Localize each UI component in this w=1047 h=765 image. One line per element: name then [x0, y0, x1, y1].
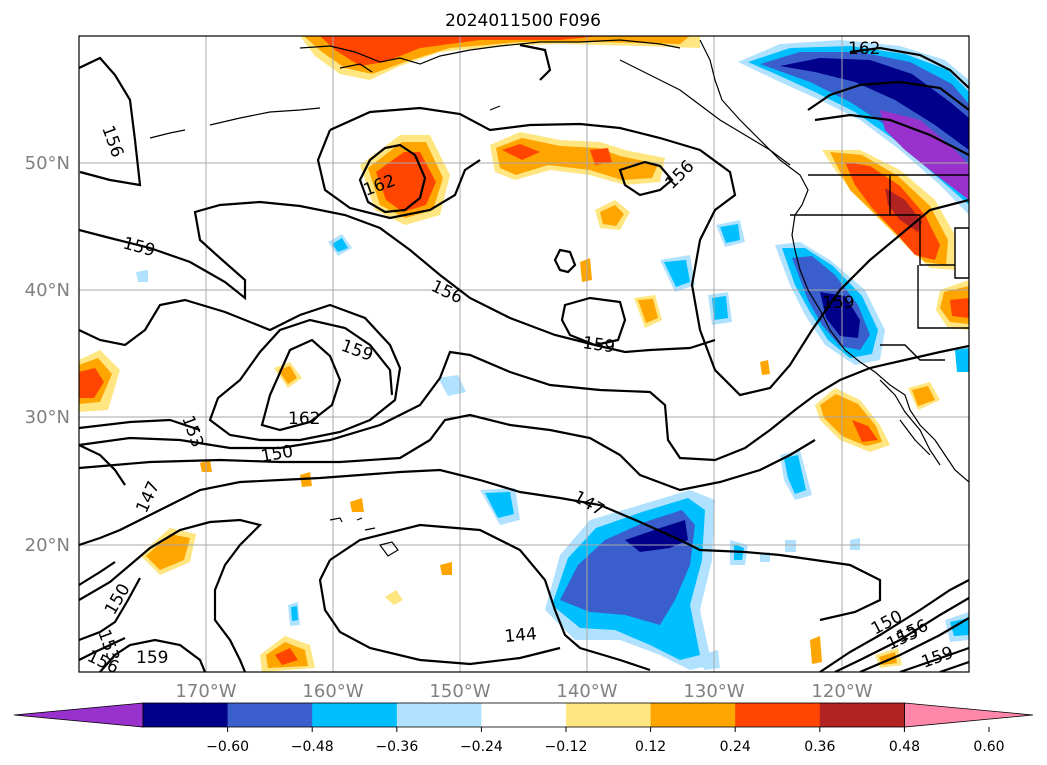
contour-label-159-southwest: 159 — [136, 648, 168, 668]
lat-label-20n: 20°N — [25, 535, 70, 556]
colorbar-tick-label: 0.36 — [804, 739, 835, 755]
colorbar-cell — [143, 703, 229, 727]
lon-label-150w: 150°W — [429, 681, 490, 702]
lon-label-120w: 120°W — [811, 681, 872, 702]
lon-label-140w: 140°W — [556, 681, 617, 702]
colorbar-tick-label: 0.48 — [889, 739, 920, 755]
map-title: 2024011500 F096 — [445, 11, 601, 31]
lat-label-50n: 50°N — [25, 153, 70, 174]
colorbar-cell — [481, 703, 567, 727]
colorbar-tick-label: −0.60 — [206, 739, 249, 755]
height-contours — [79, 43, 969, 672]
colorbar-cell — [566, 703, 652, 727]
colorbar-tick-label: −0.24 — [460, 739, 503, 755]
anomaly-pnw-positive — [822, 150, 955, 270]
colorbar-tick-label: −0.36 — [375, 739, 418, 755]
colorbar-tick-label: −0.48 — [291, 739, 334, 755]
anomaly-alaska-positive — [300, 36, 700, 80]
latitude-labels: 20°N 30°N 40°N 50°N — [25, 153, 70, 556]
colorbar-frame — [142, 702, 905, 728]
colorbar: −0.60 −0.48 −0.36 −0.24 −0.12 0.12 0.24 0.36 0.4… — [13, 702, 1034, 755]
colorbar-extend-low — [13, 702, 144, 728]
colorbar-cell — [735, 703, 821, 727]
colorbar-tick-label: 0.60 — [973, 739, 1004, 755]
contour-label-159-coast: 159 — [822, 293, 854, 313]
colorbar-cell — [227, 703, 313, 727]
contour-label-159-central: 159 — [581, 333, 616, 357]
colorbar-tick-label: 0.12 — [635, 739, 666, 755]
colorbar-tick-label: −0.12 — [545, 739, 588, 755]
contour-label-144: 144 — [504, 624, 538, 647]
contour-label-162-south: 162 — [288, 409, 320, 429]
lat-label-40n: 40°N — [25, 280, 70, 301]
coastlines — [149, 39, 969, 557]
colorbar-cell — [819, 703, 905, 727]
colorbar-extend-high — [904, 702, 1034, 728]
lon-label-170w: 170°W — [175, 681, 236, 702]
colorbar-cell — [312, 703, 398, 727]
colorbar-cell — [396, 703, 482, 727]
colorbar-tick-label: 0.24 — [720, 739, 751, 755]
map-panel: 162 162 162 156 156 156 159 159 159 159 … — [78, 35, 970, 673]
lat-label-30n: 30°N — [25, 407, 70, 428]
contour-label-162-north: 162 — [848, 39, 880, 59]
lon-label-160w: 160°W — [302, 681, 363, 702]
longitude-labels: 170°W 160°W 150°W 140°W 130°W 120°W — [175, 681, 872, 702]
graticule — [79, 36, 969, 672]
colorbar-cell — [650, 703, 736, 727]
lon-label-130w: 130°W — [683, 681, 744, 702]
anomaly-small-patches — [79, 132, 969, 672]
